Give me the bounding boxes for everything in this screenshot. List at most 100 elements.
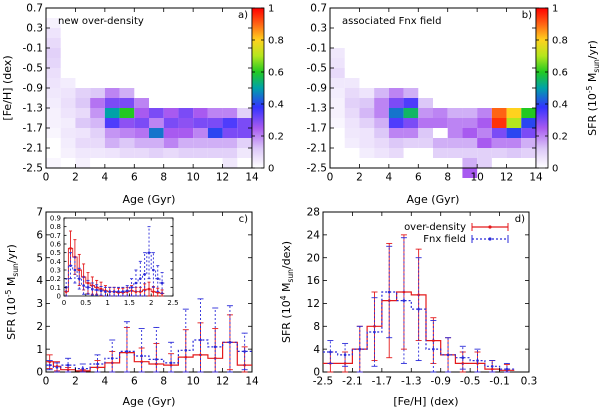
heatmap-cell (60, 78, 76, 88)
heatmap-cell (462, 108, 478, 118)
colorbar-tick-label: 0.2 (552, 132, 568, 143)
heatmap-cells (330, 48, 536, 178)
data-point (69, 247, 72, 250)
x-axis-label: [Fe/H] (dex) (393, 395, 458, 408)
data-point (199, 338, 202, 342)
legend: over-density Fnx field (404, 222, 509, 245)
heatmap-cell (90, 128, 105, 138)
heatmap-cell (104, 128, 120, 138)
heatmap-cell (330, 68, 345, 78)
y-tick-label: 0.5 (50, 249, 61, 257)
heatmap-cell (60, 138, 76, 148)
x-tick-label: 2 (149, 299, 153, 307)
series-line-fnx-field (323, 291, 515, 370)
heatmap-cell (149, 128, 164, 138)
y-axis-label: SFR (10-5 Msun/yr) (4, 244, 20, 340)
heatmap-cell (477, 108, 492, 118)
heatmap-cell (163, 108, 179, 118)
x-tick-label: 0 (43, 376, 50, 388)
y-tick-label: 0.7 (26, 3, 43, 15)
data-point (125, 350, 129, 353)
heatmap-cell (149, 108, 164, 118)
heatmap-cell (134, 138, 149, 148)
heatmap-cell (330, 88, 345, 98)
heatmap-cell (75, 118, 91, 128)
x-tick-label: 2 (72, 376, 79, 388)
legend-label-over-density: over-density (404, 222, 466, 233)
y-axis-label: SFR (104 Msun/dex) (279, 241, 295, 343)
x-tick-label: -2.1 (342, 376, 363, 388)
heatmap-cell (75, 148, 91, 158)
heatmap-cell (75, 128, 91, 138)
x-axis-label: Age (Gyr) (123, 395, 176, 408)
colorbar-ticks: 1 0.8 0.6 0.4 0.2 0 (252, 4, 284, 175)
data-point (69, 264, 72, 267)
data-point (121, 290, 125, 293)
heatmap-cell (506, 118, 522, 128)
heatmap-cell (46, 118, 61, 128)
x-tick-label: 4 (386, 172, 393, 184)
data-point (169, 361, 173, 365)
plot-area (46, 298, 252, 373)
colorbar-tick-label: 1 (552, 4, 558, 15)
heatmap-cell (193, 128, 208, 138)
heatmap-cells (46, 18, 252, 168)
y-tick-label: -2.5 (307, 163, 328, 175)
data-point (432, 347, 435, 351)
data-point (160, 281, 164, 285)
heatmap-cell (237, 118, 252, 128)
panel-label: d) (515, 214, 525, 225)
heatmap-cell (104, 98, 120, 108)
heatmap-cell (222, 148, 238, 158)
data-point (343, 362, 347, 365)
heatmap-cell (433, 148, 448, 158)
heatmap-cell (90, 98, 105, 108)
heatmap-cell (374, 138, 389, 148)
y-tick-label: 7 (36, 207, 43, 219)
data-point (77, 268, 81, 272)
heatmap-cell (491, 148, 507, 158)
data-point (86, 286, 90, 289)
heatmap-cell (90, 108, 105, 118)
heatmap-cell (90, 148, 105, 158)
data-point (91, 287, 94, 291)
heatmap-cell (149, 118, 164, 128)
heatmap-cell (359, 98, 375, 108)
data-point (112, 290, 116, 293)
heatmap-cell (491, 138, 507, 148)
heatmap-cell (359, 108, 375, 118)
heatmap-cell (462, 148, 478, 158)
data-point (490, 367, 494, 371)
heatmap-cell (359, 88, 375, 98)
heatmap-cell (388, 128, 404, 138)
y-tick-label: 4 (36, 275, 43, 287)
data-point (329, 350, 332, 354)
colorbar-label: SFR (10-5 Msun/yr) (585, 40, 600, 136)
heatmap-cell (447, 138, 463, 148)
heatmap-cell (193, 138, 208, 148)
heatmap-cell (178, 118, 194, 128)
heatmap-cell (462, 118, 478, 128)
heatmap-cell (477, 158, 492, 168)
y-tick-label: -2.1 (23, 143, 44, 155)
data-point (143, 288, 146, 292)
data-point (402, 299, 406, 302)
heatmap-cell (46, 108, 61, 118)
heatmap-cell (388, 148, 404, 158)
x-tick-label: 4 (102, 172, 109, 184)
x-tick-label: 14 (529, 172, 543, 184)
x-tick-label: 6 (131, 376, 138, 388)
heatmap-cell (60, 128, 76, 138)
heatmap-cell (330, 108, 345, 118)
colorbar-tick-label: 0.6 (552, 68, 568, 79)
heatmap-cell (178, 148, 194, 158)
heatmap-cell (178, 138, 194, 148)
heatmap-cell (207, 118, 223, 128)
heatmap-cell (374, 128, 389, 138)
panel-d: -2.5 -2.1 -1.7 -1.3 -0.9 -0.5 -0.1 0.3 0 4 8 12 16 20… (279, 207, 537, 408)
heatmap-cell (506, 108, 522, 118)
y-tick-label: 3 (36, 298, 43, 310)
inset-axis-ticks: 0 0.5 1 1.5 2 2.500.10.20.30.40.50.60.70.80.9 (50, 214, 179, 307)
colorbar-tick-label: 0 (268, 164, 274, 175)
